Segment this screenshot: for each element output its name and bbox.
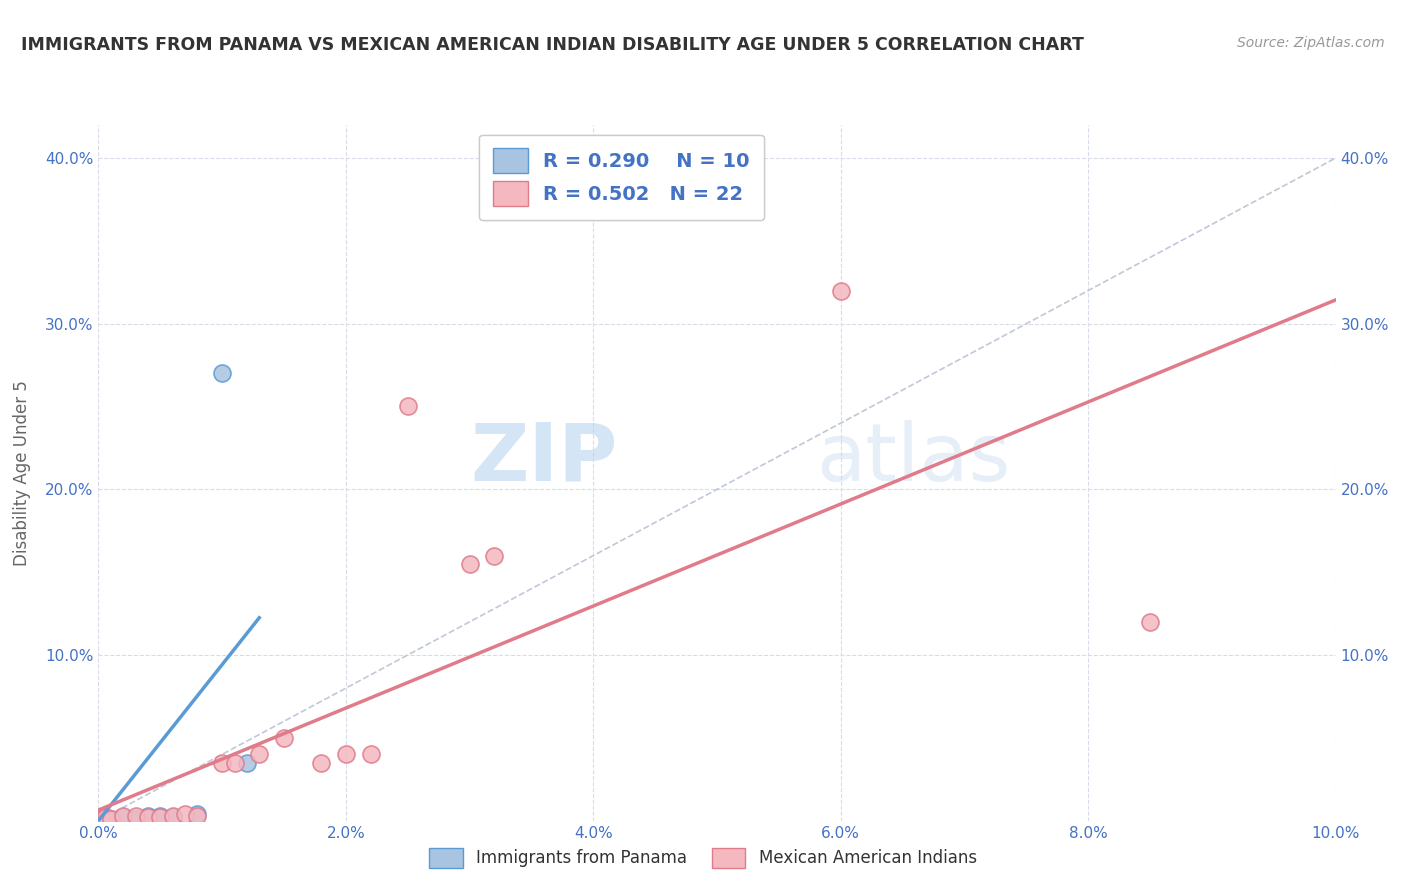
Point [136, 810, 159, 824]
Point [1139, 615, 1161, 629]
Point [100, 812, 122, 826]
Point [174, 807, 197, 822]
Legend: R = 0.290    N = 10, R = 0.502   N = 22: R = 0.290 N = 10, R = 0.502 N = 22 [479, 135, 763, 219]
Text: Source: ZipAtlas.com: Source: ZipAtlas.com [1237, 36, 1385, 50]
Text: ZIP: ZIP [471, 420, 619, 498]
Legend: Immigrants from Panama, Mexican American Indians: Immigrants from Panama, Mexican American… [423, 841, 983, 875]
Point [396, 400, 419, 414]
Point [458, 557, 481, 571]
Point [93, 812, 115, 826]
Point [236, 756, 259, 770]
Point [335, 747, 357, 762]
Point [247, 747, 270, 762]
Point [211, 367, 233, 381]
Point [309, 756, 332, 770]
Point [91, 812, 114, 826]
Point [124, 808, 146, 822]
Point [360, 747, 382, 762]
Point [211, 756, 233, 770]
Point [186, 808, 208, 822]
Point [162, 810, 184, 824]
Y-axis label: Disability Age Under 5: Disability Age Under 5 [13, 380, 31, 566]
Point [186, 807, 208, 822]
Point [162, 808, 184, 822]
Point [484, 549, 506, 563]
Point [112, 810, 135, 824]
Point [94, 810, 117, 824]
Point [149, 810, 172, 824]
Text: atlas: atlas [815, 420, 1011, 498]
Point [224, 756, 246, 770]
Point [136, 808, 159, 822]
Point [124, 812, 146, 826]
Text: IMMIGRANTS FROM PANAMA VS MEXICAN AMERICAN INDIAN DISABILITY AGE UNDER 5 CORRELA: IMMIGRANTS FROM PANAMA VS MEXICAN AMERIC… [21, 36, 1084, 54]
Point [273, 731, 295, 745]
Point [830, 284, 852, 298]
Point [100, 812, 122, 826]
Point [149, 808, 172, 822]
Point [112, 808, 135, 822]
